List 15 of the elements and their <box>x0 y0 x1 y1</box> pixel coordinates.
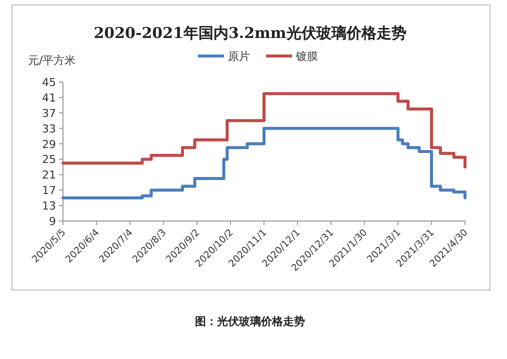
y-tick-label: 45 <box>42 76 56 89</box>
y-tick-label: 13 <box>42 200 56 213</box>
text: 图：光伏玻璃价格走势 <box>195 315 305 328</box>
chart-title: 2020-2021年国内3.2mm光伏玻璃价格走势 <box>94 24 406 42</box>
y-tick-label: 29 <box>42 138 56 151</box>
y-tick-label: 25 <box>42 153 56 166</box>
legend-label: 镀膜 <box>295 50 318 63</box>
y-tick-label: 17 <box>42 184 56 198</box>
y-tick-label: 21 <box>42 168 56 182</box>
y-tick-label: 41 <box>42 91 56 104</box>
y-axis-title: 元/平方米 <box>28 54 76 67</box>
y-tick-label: 33 <box>42 122 56 136</box>
y-tick-label: 9 <box>49 215 56 228</box>
legend-label: 原片 <box>228 50 250 63</box>
y-tick-label: 37 <box>42 106 56 120</box>
